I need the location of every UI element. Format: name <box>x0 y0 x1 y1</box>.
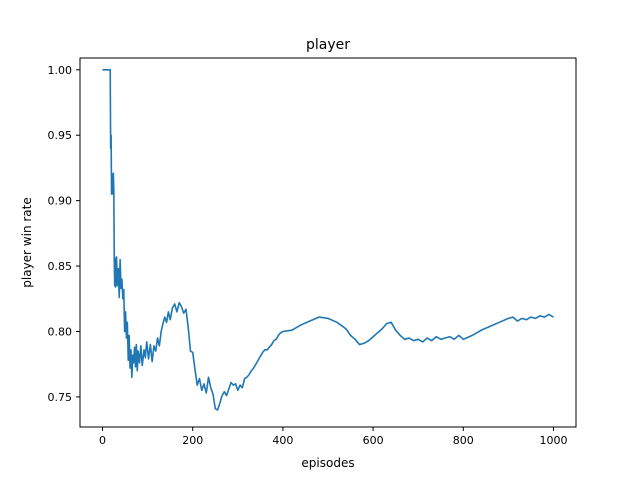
x-tick-label: 800 <box>453 434 474 447</box>
y-tick-label: 1.00 <box>48 64 73 77</box>
y-tick-label: 0.80 <box>48 325 73 338</box>
x-tick-label: 600 <box>363 434 384 447</box>
x-axis-label: episodes <box>301 456 354 470</box>
plot-layer <box>102 68 554 411</box>
y-tick-label: 0.95 <box>48 129 73 142</box>
y-axis-ticks: 0.75 0.80 0.85 0.90 0.95 1.00 <box>48 64 80 404</box>
series-line-0 <box>102 68 554 411</box>
axes-frame <box>79 57 577 428</box>
y-tick-label: 0.85 <box>48 260 73 273</box>
x-tick-label: 400 <box>272 434 293 447</box>
chart-title: player <box>306 37 350 53</box>
x-tick-label: 0 <box>99 434 106 447</box>
x-tick-label: 200 <box>182 434 203 447</box>
x-tick-label: 1000 <box>539 434 567 447</box>
y-tick-label: 0.75 <box>48 391 73 404</box>
x-axis-ticks: 0 200 400 600 800 1000 <box>99 427 567 447</box>
y-axis-label: player win rate <box>20 197 34 287</box>
y-tick-label: 0.90 <box>48 195 73 208</box>
